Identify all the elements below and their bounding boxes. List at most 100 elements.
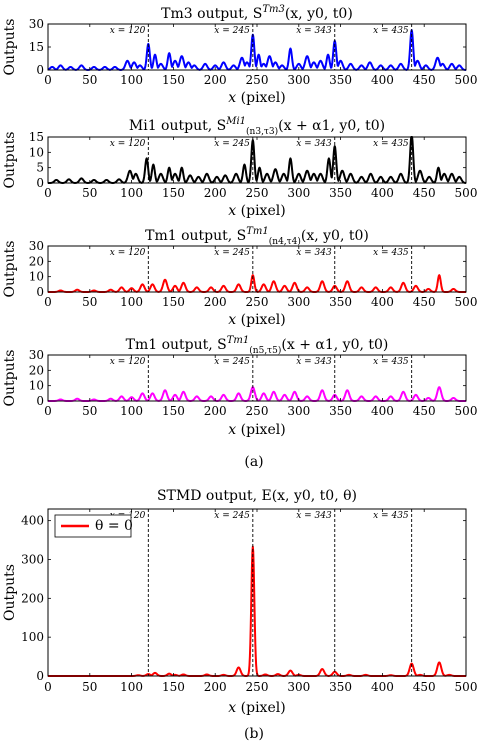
x-tick-label: 450 bbox=[413, 186, 436, 200]
y-tick-label: 20 bbox=[29, 254, 44, 268]
x-tick-label: 350 bbox=[329, 295, 352, 309]
subfigure-label-a: (a) bbox=[244, 454, 263, 470]
x-tick-label: 250 bbox=[246, 186, 269, 200]
chart-title: Mi1 output, SMi1(n3,τ3)(x + α1, y0, t0) bbox=[129, 116, 385, 137]
marker-label-x343: x = 343 bbox=[296, 357, 332, 367]
x-tick-label: 500 bbox=[455, 680, 478, 694]
x-axis-label: x (pixel) bbox=[228, 203, 285, 219]
x-tick-label: 300 bbox=[287, 73, 310, 87]
chart-panel-5: STMD output, E(x, y0, t0, θ) Outputs x (pi… bbox=[2, 488, 477, 716]
y-tick-label: 20 bbox=[29, 363, 44, 377]
x-tick-label: 350 bbox=[329, 680, 352, 694]
x-tick-label: 200 bbox=[204, 186, 227, 200]
y-tick-label: 0 bbox=[36, 63, 44, 77]
marker-label-x343: x = 343 bbox=[296, 248, 332, 258]
chart-panel-3: Tm1 output, STm1(n4,τ4)(x, y0, t0) Output… bbox=[2, 226, 477, 328]
marker-label-x245: x = 245 bbox=[214, 248, 250, 258]
x-tick-label: 300 bbox=[287, 186, 310, 200]
y-tick-label: 400 bbox=[21, 514, 44, 528]
x-tick-label: 0 bbox=[44, 73, 52, 87]
x-tick-label: 100 bbox=[120, 295, 143, 309]
x-tick-label: 250 bbox=[246, 404, 269, 418]
x-axis-label: x (pixel) bbox=[228, 312, 285, 328]
x-tick-label: 400 bbox=[371, 295, 394, 309]
chart-panel-2: Mi1 output, SMi1(n3,τ3)(x + α1, y0, t0) O… bbox=[2, 116, 477, 219]
data-series-line bbox=[47, 545, 467, 677]
y-tick-label: 10 bbox=[29, 379, 44, 393]
x-tick-label: 50 bbox=[82, 404, 97, 418]
x-tick-label: 150 bbox=[162, 73, 185, 87]
x-tick-label: 400 bbox=[371, 404, 394, 418]
marker-label-x245: x = 245 bbox=[214, 26, 250, 36]
x-tick-label: 300 bbox=[287, 680, 310, 694]
x-tick-label: 50 bbox=[82, 73, 97, 87]
x-tick-label: 300 bbox=[287, 404, 310, 418]
marker-label-x245: x = 245 bbox=[214, 511, 250, 521]
y-tick-label: 100 bbox=[21, 630, 44, 644]
marker-label-x435: x = 435 bbox=[373, 248, 409, 258]
marker-label-x120: x = 120 bbox=[110, 139, 146, 149]
x-tick-label: 400 bbox=[371, 73, 394, 87]
y-axis-label: Outputs bbox=[2, 132, 18, 189]
y-tick-label: 0 bbox=[36, 285, 44, 299]
marker-label-x343: x = 343 bbox=[296, 139, 332, 149]
x-tick-label: 350 bbox=[329, 186, 352, 200]
x-tick-label: 150 bbox=[162, 680, 185, 694]
panels: Tm3 output, STm3(x, y0, t0) Outputs x (pix… bbox=[2, 4, 477, 716]
y-tick-label: 10 bbox=[29, 145, 44, 159]
y-axis-label: Outputs bbox=[2, 19, 18, 76]
x-tick-label: 500 bbox=[455, 295, 478, 309]
marker-label-x245: x = 245 bbox=[214, 139, 250, 149]
x-tick-label: 500 bbox=[455, 73, 478, 87]
x-tick-label: 350 bbox=[329, 404, 352, 418]
x-tick-label: 50 bbox=[82, 295, 97, 309]
y-axis-label: Outputs bbox=[2, 564, 18, 621]
x-tick-label: 50 bbox=[82, 680, 97, 694]
legend-box bbox=[54, 514, 132, 538]
data-series-line bbox=[47, 29, 467, 71]
y-axis-label: Outputs bbox=[2, 241, 18, 298]
chart-title: STMD output, E(x, y0, t0, θ) bbox=[157, 488, 357, 504]
y-tick-label: 0 bbox=[36, 669, 44, 683]
x-tick-label: 300 bbox=[287, 295, 310, 309]
marker-label-x120: x = 120 bbox=[110, 248, 146, 258]
y-tick-label: 30 bbox=[29, 239, 44, 253]
x-axis-label: x (pixel) bbox=[228, 422, 285, 438]
marker-label-x120: x = 120 bbox=[110, 357, 146, 367]
marker-label-x435: x = 435 bbox=[373, 139, 409, 149]
x-tick-label: 400 bbox=[371, 186, 394, 200]
y-tick-label: 15 bbox=[29, 130, 44, 144]
x-axis-label: x (pixel) bbox=[228, 90, 285, 106]
x-tick-label: 50 bbox=[82, 186, 97, 200]
y-tick-label: 0 bbox=[36, 176, 44, 190]
x-tick-label: 200 bbox=[204, 73, 227, 87]
y-tick-label: 30 bbox=[29, 348, 44, 362]
y-tick-label: 300 bbox=[21, 552, 44, 566]
x-axis-label: x (pixel) bbox=[228, 700, 285, 716]
x-tick-label: 500 bbox=[455, 186, 478, 200]
chart-title: Tm1 output, STm1(n5,τ5)(x + α1, y0, t0) bbox=[126, 335, 389, 356]
marker-label-x343: x = 343 bbox=[296, 511, 332, 521]
x-tick-label: 500 bbox=[455, 404, 478, 418]
x-tick-label: 0 bbox=[44, 295, 52, 309]
x-tick-label: 200 bbox=[204, 404, 227, 418]
x-tick-label: 0 bbox=[44, 404, 52, 418]
x-tick-label: 100 bbox=[120, 404, 143, 418]
x-tick-label: 250 bbox=[246, 680, 269, 694]
x-tick-label: 150 bbox=[162, 186, 185, 200]
marker-label-x435: x = 435 bbox=[373, 511, 409, 521]
subfigure-label-b: (b) bbox=[244, 726, 264, 742]
x-tick-label: 450 bbox=[413, 404, 436, 418]
x-tick-label: 0 bbox=[44, 680, 52, 694]
marker-label-x343: x = 343 bbox=[296, 26, 332, 36]
marker-label-x435: x = 435 bbox=[373, 357, 409, 367]
x-tick-label: 0 bbox=[44, 186, 52, 200]
x-tick-label: 450 bbox=[413, 295, 436, 309]
x-tick-label: 450 bbox=[413, 680, 436, 694]
x-tick-label: 150 bbox=[162, 404, 185, 418]
y-axis-label: Outputs bbox=[2, 350, 18, 407]
x-tick-label: 250 bbox=[246, 295, 269, 309]
x-tick-label: 400 bbox=[371, 680, 394, 694]
marker-label-x120: x = 120 bbox=[110, 26, 146, 36]
x-tick-label: 350 bbox=[329, 73, 352, 87]
